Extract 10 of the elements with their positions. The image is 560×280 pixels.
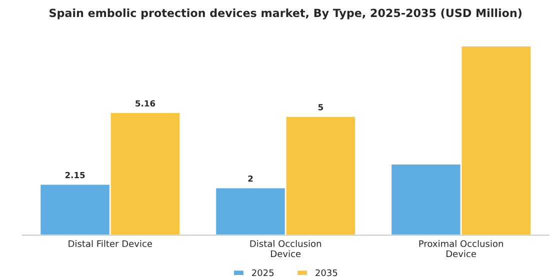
x-tick-label: Distal Occlusion Device: [250, 240, 321, 258]
data-label: 2: [248, 175, 253, 182]
legend-label: 2025: [252, 269, 274, 276]
data-label: 5.16: [136, 100, 156, 107]
legend-label: 2035: [316, 269, 338, 276]
data-label: 5: [318, 104, 324, 110]
chart-title: Spain embolic protection devices market, By Type, 2025-2035 (USD Million): [50, 8, 522, 20]
x-tick-label: Proximal Occlusion Device: [419, 240, 503, 258]
data-label: 2.15: [65, 172, 85, 178]
x-tick-label: Distal Filter Device: [68, 240, 152, 248]
